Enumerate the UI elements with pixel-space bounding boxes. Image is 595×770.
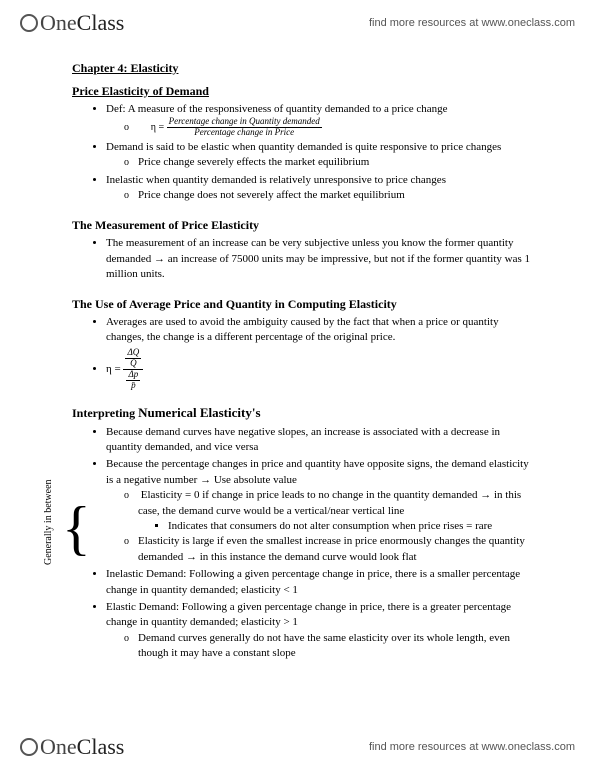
list-item: Averages are used to avoid the ambiguity…: [106, 315, 535, 346]
list-item: Price change severely effects the market…: [138, 155, 535, 170]
bullet-text: Price change severely effects the market…: [138, 156, 369, 168]
brace-icon: {: [62, 503, 91, 553]
bullet-text: Inelastic when quantity demanded is rela…: [106, 174, 446, 186]
list-item: Demand curves generally do not have the …: [138, 631, 535, 662]
list-item: Because demand curves have negative slop…: [106, 425, 535, 456]
section-1-list: Def: A measure of the responsiveness of …: [72, 102, 535, 204]
brand-name-1: One: [40, 10, 77, 36]
list-item: Elasticity = 0 if change in price leads …: [138, 488, 535, 534]
list-item: Price change does not severely affect th…: [138, 188, 535, 203]
section-4-wrapper: Generally in between { Because demand cu…: [72, 425, 535, 662]
list-item: Inelastic Demand: Following a given perc…: [106, 567, 535, 598]
list-item: Demand is said to be elastic when quanti…: [106, 140, 535, 171]
chapter-title: Chapter 4: Elasticity: [72, 60, 535, 77]
page-header: OneClass find more resources at www.onec…: [0, 0, 595, 46]
section-2-title: The Measurement of Price Elasticity: [72, 217, 535, 234]
bullet-text: Elasticity = 0 if change in price leads …: [138, 489, 521, 516]
bullet-text: Def: A measure of the responsiveness of …: [106, 103, 448, 115]
bullet-text: Demand is said to be elastic when quanti…: [106, 141, 501, 153]
section-1-title: Price Elasticity of Demand: [72, 83, 535, 100]
list-item: Because the percentage changes in price …: [106, 457, 535, 565]
document-body: Chapter 4: Elasticity Price Elasticity o…: [72, 60, 535, 663]
section-4-title: Interpreting Numerical Elasticity's: [72, 404, 535, 422]
section-2-list: The measurement of an increase can be ve…: [72, 236, 535, 282]
title-part-b: Numerical Elasticity's: [138, 405, 260, 420]
list-item: Elasticity is large if even the smallest…: [138, 534, 535, 565]
bullet-text: Because demand curves have negative slop…: [106, 426, 500, 453]
fraction-icon: ΔQ Q̄ Δp p̄: [123, 348, 143, 391]
section-3-list: Averages are used to avoid the ambiguity…: [72, 315, 535, 390]
formula-eta-avg: η = ΔQ Q̄ Δp p̄: [106, 363, 143, 375]
bullet-text: Inelastic Demand: Following a given perc…: [106, 568, 520, 595]
brand-name-1: One: [40, 734, 77, 760]
fraction-numerator: ΔQ Q̄: [123, 348, 143, 370]
list-item: η = Percentage change in Quantity demand…: [138, 117, 535, 138]
fraction-denominator: Δp p̄: [123, 370, 143, 391]
list-item: Inelastic when quantity demanded is rela…: [106, 173, 535, 204]
list-item: The measurement of an increase can be ve…: [106, 236, 535, 282]
logo-circle-icon: [20, 14, 38, 32]
bullet-text: Elastic Demand: Following a given percen…: [106, 601, 511, 628]
bullet-text: Price change does not severely affect th…: [138, 189, 405, 201]
eta-prefix: η =: [106, 363, 121, 375]
bullet-text: Averages are used to avoid the ambiguity…: [106, 316, 499, 343]
bullet-text: Because the percentage changes in price …: [106, 458, 529, 485]
bullet-text: Elasticity is large if even the smallest…: [138, 535, 525, 562]
fraction-icon: Percentage change in Quantity demanded P…: [167, 117, 322, 138]
formula-eta-def: η = Percentage change in Quantity demand…: [151, 122, 322, 133]
list-item: Indicates that consumers do not alter co…: [168, 519, 535, 534]
list-item: Def: A measure of the responsiveness of …: [106, 102, 535, 138]
bullet-text: The measurement of an increase can be ve…: [106, 237, 530, 280]
footer-tagline: find more resources at www.oneclass.com: [369, 741, 575, 753]
side-label: Generally in between: [42, 479, 56, 565]
list-item: η = ΔQ Q̄ Δp p̄: [106, 348, 535, 391]
fraction-denominator: Percentage change in Price: [167, 128, 322, 138]
brand-name-2: Class: [77, 734, 125, 760]
eta-prefix: η =: [151, 122, 164, 133]
brand-logo: OneClass: [20, 734, 124, 760]
header-tagline: find more resources at www.oneclass.com: [369, 17, 575, 29]
section-4-list: Because demand curves have negative slop…: [72, 425, 535, 662]
section-3-title: The Use of Average Price and Quantity in…: [72, 296, 535, 313]
list-item: Elastic Demand: Following a given percen…: [106, 600, 535, 662]
brand-logo: OneClass: [20, 10, 124, 36]
title-part-a: Interpreting: [72, 406, 138, 420]
logo-circle-icon: [20, 738, 38, 756]
page-footer: OneClass find more resources at www.onec…: [0, 724, 595, 770]
bullet-text: Indicates that consumers do not alter co…: [168, 520, 492, 532]
brand-name-2: Class: [77, 10, 125, 36]
bullet-text: Demand curves generally do not have the …: [138, 632, 510, 659]
